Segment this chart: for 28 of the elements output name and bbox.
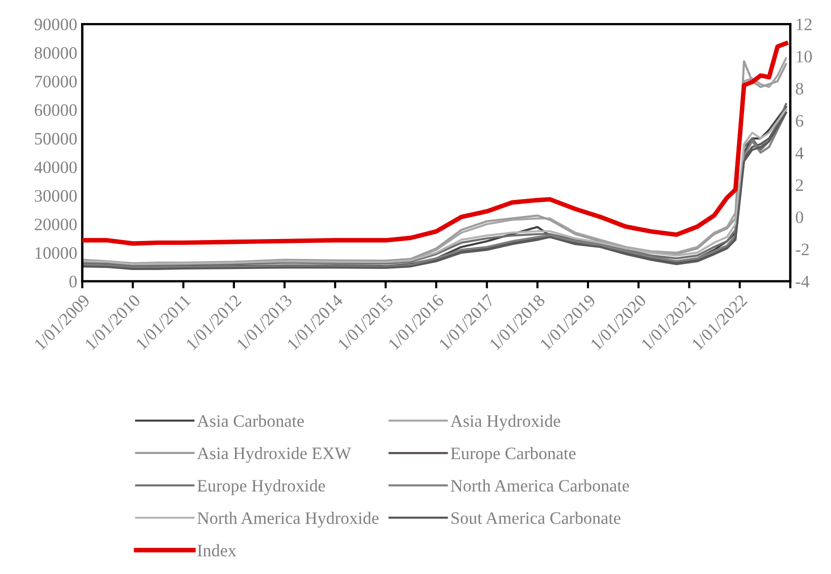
y-tick-label: 0 (69, 276, 77, 288)
legend-label: Index (198, 544, 236, 556)
y2-tick-label: 2 (796, 179, 803, 191)
y2-tick-label: -2 (796, 244, 809, 256)
legend-label: Europe Hydroxide (197, 479, 326, 496)
y-tick-label: 60000 (34, 104, 77, 116)
y-tick-label: 40000 (34, 161, 77, 174)
y2-tick-label: 4 (795, 147, 804, 159)
legend-label: Asia Hydroxide EXW (197, 447, 352, 463)
y-tick-label: 10000 (36, 247, 77, 259)
y-tick-label: 70000 (35, 76, 77, 88)
y-tick-label: 50000 (35, 132, 77, 145)
y2-tick-label: 10 (796, 50, 812, 62)
legend-label: Europe Carbonate (450, 447, 576, 463)
legend-label: Asia Carbonate (197, 414, 304, 427)
y2-tick-label: 0 (796, 211, 804, 224)
y2-tick-label: -4 (796, 276, 810, 288)
legend-label: Asia Hydroxide (450, 414, 560, 430)
y-tick-label: 30000 (34, 190, 77, 202)
y2-tick-label: 12 (796, 18, 812, 30)
legend-label: North America Hydroxide (197, 512, 379, 528)
y-tick-label: 80000 (34, 47, 77, 59)
y-tick-label: 90000 (34, 18, 77, 30)
y2-tick-label: 6 (796, 115, 804, 127)
legend-label: Sout America Carbonate (451, 512, 620, 524)
legend-label: North America Carbonate (450, 479, 630, 492)
y2-tick-label: 8 (796, 82, 804, 95)
y-tick-label: 20000 (34, 218, 77, 230)
